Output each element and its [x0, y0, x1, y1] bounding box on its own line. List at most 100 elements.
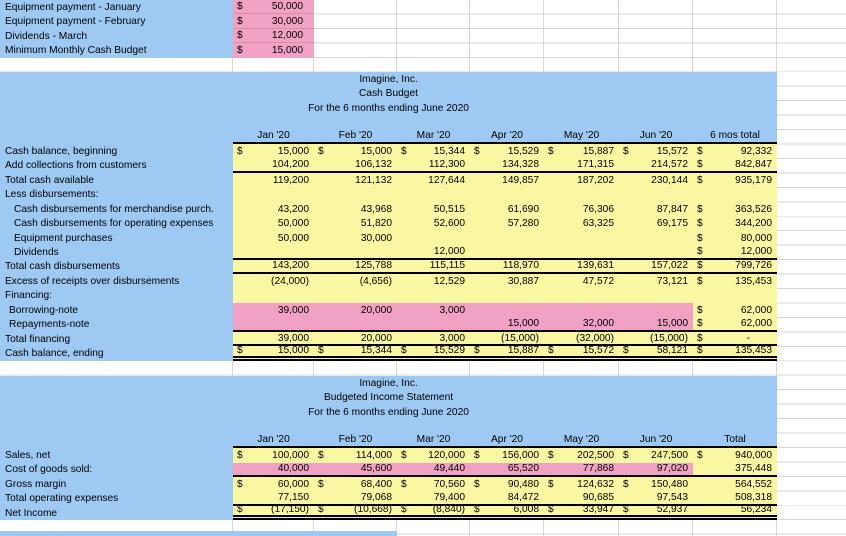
cell[interactable]: 508,318 — [693, 491, 777, 506]
cell[interactable]: $15,887 — [544, 144, 619, 159]
column-header-cell[interactable]: Feb '20 — [314, 129, 397, 145]
cell[interactable]: $135,453 — [693, 346, 777, 361]
cell[interactable]: 51,820 — [314, 216, 397, 231]
cell[interactable] — [397, 288, 470, 303]
cell[interactable]: 63,325 — [544, 216, 619, 231]
cell[interactable]: 12,529 — [397, 274, 470, 289]
cell[interactable]: $33,947 — [544, 505, 619, 521]
cell[interactable]: $ (17,150) — [233, 505, 314, 521]
cash-budget-title[interactable]: Cash Budget — [0, 86, 777, 101]
cell[interactable]: $ (10,668) — [314, 505, 397, 521]
header-row-label-cell[interactable] — [0, 433, 233, 449]
cell[interactable]: $ - — [693, 331, 777, 347]
cell[interactable]: $15,572 — [544, 346, 619, 361]
cell[interactable] — [470, 303, 544, 318]
row-label[interactable]: Total financing — [0, 331, 233, 347]
cell[interactable] — [233, 317, 314, 332]
cell[interactable]: $202,500 — [544, 448, 619, 463]
cell[interactable]: 187,202 — [544, 173, 619, 188]
cell[interactable] — [619, 288, 693, 303]
cell[interactable]: 3,000 — [397, 331, 470, 347]
cell[interactable]: $15,344 — [397, 144, 470, 159]
cell[interactable]: 61,690 — [470, 201, 544, 217]
cell[interactable]: 20,000 — [314, 303, 397, 318]
cell[interactable] — [619, 303, 693, 318]
cell[interactable] — [693, 288, 777, 303]
cell[interactable]: 15,000 — [619, 317, 693, 332]
cell[interactable]: 39,000 — [233, 331, 314, 347]
cell[interactable] — [470, 288, 544, 303]
cell[interactable]: 12,000 — [397, 245, 470, 260]
row-label[interactable]: Cash balance, ending — [0, 346, 233, 361]
cell[interactable]: 73,121 — [619, 274, 693, 289]
cell[interactable]: 84,472 — [470, 491, 544, 506]
row-label[interactable]: Less disbursements: — [0, 187, 233, 202]
row-label[interactable]: Repayments-note — [0, 317, 233, 332]
cell[interactable]: $70,560 — [397, 477, 470, 492]
cell[interactable]: $114,000 — [314, 448, 397, 463]
cell[interactable]: 97,543 — [619, 491, 693, 506]
cell[interactable]: 230,144 — [619, 173, 693, 188]
column-header-cell[interactable]: Apr '20 — [470, 433, 544, 449]
cell[interactable]: 3,000 — [397, 303, 470, 318]
cell[interactable] — [470, 245, 544, 260]
cell[interactable]: 171,315 — [544, 158, 619, 174]
row-label[interactable]: Net Income — [0, 505, 233, 521]
cell[interactable]: $12,000 — [693, 245, 777, 260]
cell[interactable] — [544, 230, 619, 246]
cell[interactable]: 143,200 — [233, 259, 314, 275]
cell[interactable]: $50,000 — [233, 0, 314, 15]
cell[interactable]: 77,150 — [233, 491, 314, 506]
cell[interactable]: 39,000 — [233, 303, 314, 318]
cell[interactable]: 564,552 — [693, 477, 777, 492]
cell[interactable] — [470, 230, 544, 246]
cell[interactable] — [693, 187, 777, 202]
cell[interactable]: $247,500 — [619, 448, 693, 463]
column-header-cell[interactable]: Apr '20 — [470, 129, 544, 145]
row-label[interactable]: Gross margin — [0, 477, 233, 492]
cell[interactable]: $6,008 — [470, 505, 544, 521]
cell[interactable]: 127,644 — [397, 173, 470, 188]
row-label[interactable]: Minimum Monthly Cash Budget — [0, 43, 233, 58]
cell[interactable]: $62,000 — [693, 303, 777, 318]
column-header-cell[interactable]: Mar '20 — [397, 433, 470, 449]
cell[interactable] — [619, 230, 693, 246]
cell[interactable] — [233, 187, 314, 202]
column-header-cell[interactable]: Jan '20 — [233, 433, 314, 449]
cell[interactable]: (15,000) — [619, 331, 693, 347]
cell[interactable] — [314, 317, 397, 332]
cell[interactable]: (4,656) — [314, 274, 397, 289]
row-label[interactable]: Financing: — [0, 288, 233, 303]
cell[interactable]: $15,572 — [619, 144, 693, 159]
cell[interactable]: 50,000 — [233, 216, 314, 231]
cell[interactable]: $52,937 — [619, 505, 693, 521]
cell[interactable]: $12,000 — [233, 28, 314, 44]
column-header-cell[interactable]: Jan '20 — [233, 129, 314, 145]
cell[interactable] — [233, 245, 314, 260]
cell[interactable] — [470, 187, 544, 202]
income-statement-period[interactable]: For the 6 months ending June 2020 — [0, 404, 777, 420]
cell[interactable] — [397, 317, 470, 332]
cell[interactable]: 65,520 — [470, 462, 544, 478]
row-label[interactable]: Total cash available — [0, 173, 233, 188]
cell[interactable]: 76,306 — [544, 201, 619, 217]
cell[interactable] — [544, 288, 619, 303]
row-label[interactable]: Dividends - March — [0, 28, 233, 44]
cell[interactable]: 90,685 — [544, 491, 619, 506]
cell[interactable]: 69,175 — [619, 216, 693, 231]
cell[interactable]: 50,515 — [397, 201, 470, 217]
cell[interactable]: 97,020 — [619, 462, 693, 478]
cell[interactable]: 115,115 — [397, 259, 470, 275]
column-header-cell[interactable]: 6 mos total — [693, 129, 777, 145]
row-label[interactable]: Equipment payment - February — [0, 14, 233, 29]
cell[interactable]: 56,234 — [693, 505, 777, 521]
row-label[interactable]: Sales, net — [0, 448, 233, 463]
cell[interactable]: $120,000 — [397, 448, 470, 463]
cell[interactable]: $68,400 — [314, 477, 397, 492]
cell[interactable]: $935,179 — [693, 173, 777, 188]
cell[interactable]: (15,000) — [470, 331, 544, 347]
row-label[interactable]: Excess of receipts over disbursements — [0, 274, 233, 289]
column-header-cell[interactable]: May '20 — [544, 433, 619, 449]
cell[interactable]: 30,887 — [470, 274, 544, 289]
cell[interactable]: $62,000 — [693, 317, 777, 332]
